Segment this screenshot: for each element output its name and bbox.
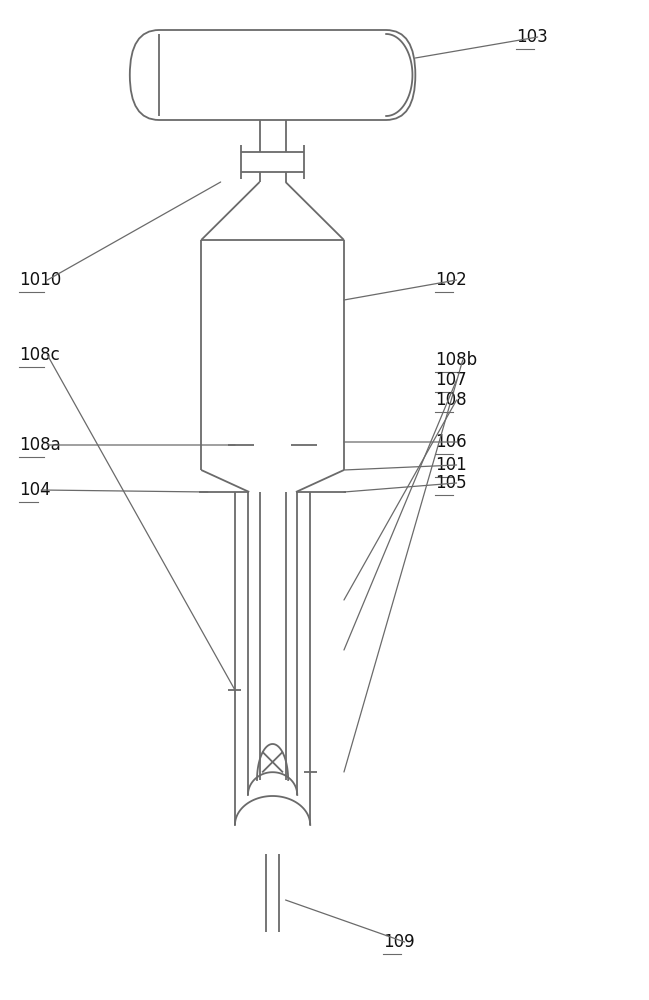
Text: 106: 106 <box>435 433 467 451</box>
Text: 108c: 108c <box>19 346 60 364</box>
Text: 104: 104 <box>19 481 51 499</box>
Text: 102: 102 <box>435 271 467 289</box>
Text: 103: 103 <box>516 28 548 46</box>
Text: 108b: 108b <box>435 351 477 369</box>
Text: 108: 108 <box>435 391 467 409</box>
Text: 1010: 1010 <box>19 271 62 289</box>
Text: 101: 101 <box>435 456 467 474</box>
Text: 108a: 108a <box>19 436 61 454</box>
Text: 105: 105 <box>435 474 467 492</box>
Text: 107: 107 <box>435 371 467 389</box>
Text: 109: 109 <box>383 933 415 951</box>
